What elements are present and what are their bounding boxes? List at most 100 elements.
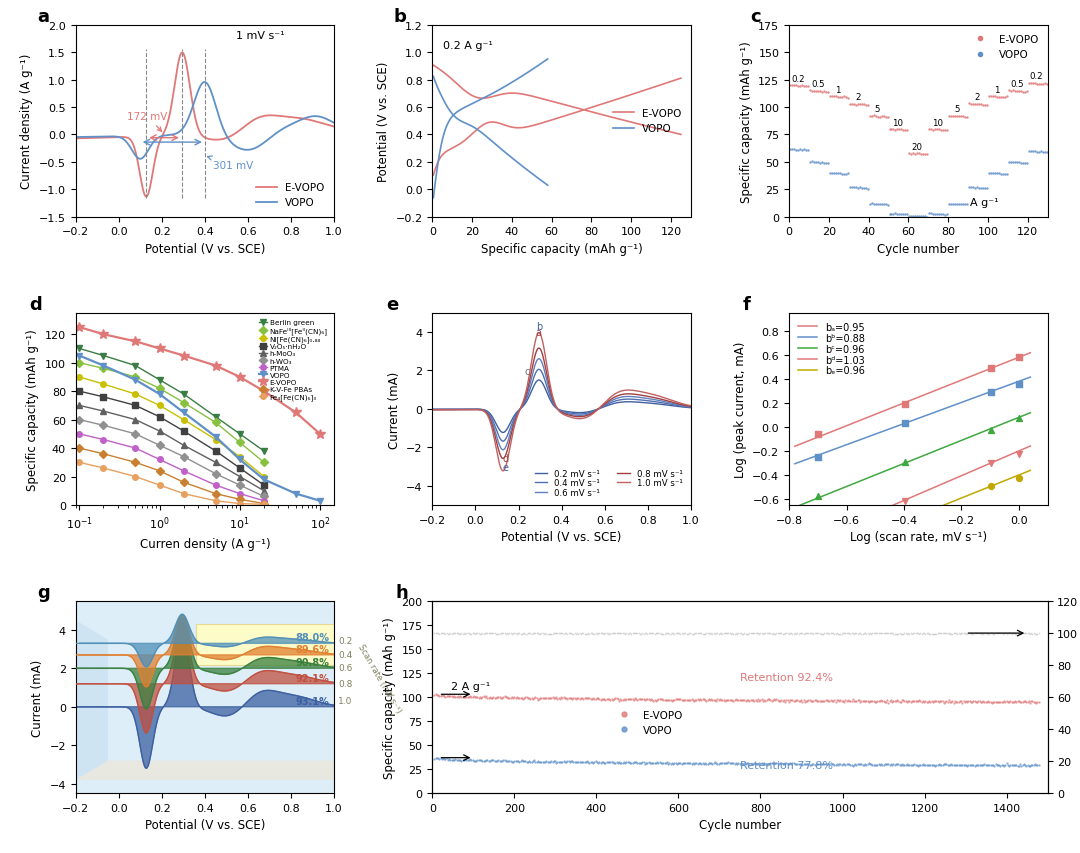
Point xyxy=(643,693,660,706)
bᵈ=1.03 xyxy=(999,452,1012,462)
Point xyxy=(438,689,456,703)
Point xyxy=(882,123,900,136)
Text: e: e xyxy=(502,463,509,473)
Point xyxy=(935,757,953,771)
Point xyxy=(615,693,632,707)
K-V-Fe PBAs xyxy=(257,499,270,509)
Point xyxy=(879,111,896,125)
Point xyxy=(766,627,783,641)
Point xyxy=(494,754,511,768)
Point xyxy=(699,627,716,641)
X-axis label: Log (scan rate, mV s⁻¹): Log (scan rate, mV s⁻¹) xyxy=(850,531,987,543)
Point xyxy=(826,758,843,772)
Point xyxy=(858,627,875,641)
Point xyxy=(870,199,888,212)
bᵈ=1.03 xyxy=(796,539,809,549)
Point xyxy=(562,627,579,641)
Point xyxy=(973,627,990,641)
Point xyxy=(777,695,794,709)
Point xyxy=(690,693,707,706)
Berlin green xyxy=(257,446,270,456)
Point xyxy=(481,755,498,769)
Point xyxy=(720,756,738,769)
Point xyxy=(542,691,559,705)
Point xyxy=(934,627,951,641)
Point xyxy=(673,757,690,770)
Point xyxy=(578,627,595,641)
Point xyxy=(761,626,779,640)
Point xyxy=(665,627,683,641)
Point xyxy=(653,627,671,641)
Point xyxy=(519,691,537,705)
Point xyxy=(833,694,850,708)
bᶜ=0.96 xyxy=(927,447,940,457)
NaFeᴵᴵᴵ[Feᴵᴵ(CN)₆] xyxy=(257,457,270,467)
Point xyxy=(608,627,625,641)
Point xyxy=(653,757,671,770)
Point xyxy=(897,694,915,708)
Point xyxy=(524,627,541,641)
Text: 10: 10 xyxy=(892,119,903,127)
Point xyxy=(946,758,963,772)
E-VOPO xyxy=(85,134,98,144)
Point xyxy=(586,755,604,769)
Point xyxy=(500,691,517,705)
Point xyxy=(983,758,1000,772)
Fe₄[Fe(CN)₆]₃ xyxy=(72,457,85,467)
Point xyxy=(496,753,513,767)
Point xyxy=(924,208,942,222)
Point xyxy=(576,628,593,641)
Point xyxy=(546,754,564,768)
Text: 0.5: 0.5 xyxy=(811,80,825,89)
Point xyxy=(980,627,997,641)
Point xyxy=(989,627,1007,641)
Point xyxy=(731,757,748,770)
PTMA xyxy=(257,496,270,507)
Point xyxy=(545,755,563,769)
VOPO xyxy=(227,140,240,150)
Point xyxy=(734,693,752,706)
Point xyxy=(963,695,981,709)
VOPO xyxy=(233,455,246,465)
Point xyxy=(916,627,933,641)
Point xyxy=(513,692,530,705)
Line: K-V-Fe PBAs: K-V-Fe PBAs xyxy=(77,446,267,507)
bₐ=0.95 xyxy=(853,416,866,426)
E-VOPO xyxy=(266,111,279,121)
bₐ=0.95 xyxy=(788,442,801,452)
Point xyxy=(974,99,991,113)
Point xyxy=(891,208,908,222)
Point xyxy=(602,628,619,641)
Point xyxy=(620,756,637,769)
Line: bᶜ=0.96: bᶜ=0.96 xyxy=(795,413,1030,508)
Point xyxy=(962,695,980,709)
Point xyxy=(822,626,839,640)
Point xyxy=(867,627,885,641)
Point xyxy=(608,692,625,705)
Point xyxy=(663,694,680,708)
Point xyxy=(842,757,860,771)
Point xyxy=(942,757,959,771)
Point xyxy=(1018,627,1036,641)
Line: Ni[Fe(CN)₆]₀.₈₈: Ni[Fe(CN)₆]₀.₈₈ xyxy=(77,374,267,479)
Point xyxy=(915,757,932,771)
Text: 0.2: 0.2 xyxy=(338,636,353,646)
Point xyxy=(851,98,868,112)
Point xyxy=(747,757,765,771)
Point xyxy=(906,694,923,708)
Point xyxy=(899,627,916,641)
Point xyxy=(663,627,680,641)
Point xyxy=(934,758,951,772)
Point xyxy=(859,694,876,708)
Point xyxy=(858,758,875,772)
Point xyxy=(651,627,669,641)
Point xyxy=(895,124,913,137)
Point xyxy=(820,157,837,171)
Point xyxy=(797,80,814,94)
Point xyxy=(824,627,841,641)
Point xyxy=(850,757,867,771)
Legend: E-VOPO, VOPO: E-VOPO, VOPO xyxy=(609,105,686,138)
Point xyxy=(957,111,974,125)
Point xyxy=(638,627,656,641)
Point xyxy=(566,756,583,769)
